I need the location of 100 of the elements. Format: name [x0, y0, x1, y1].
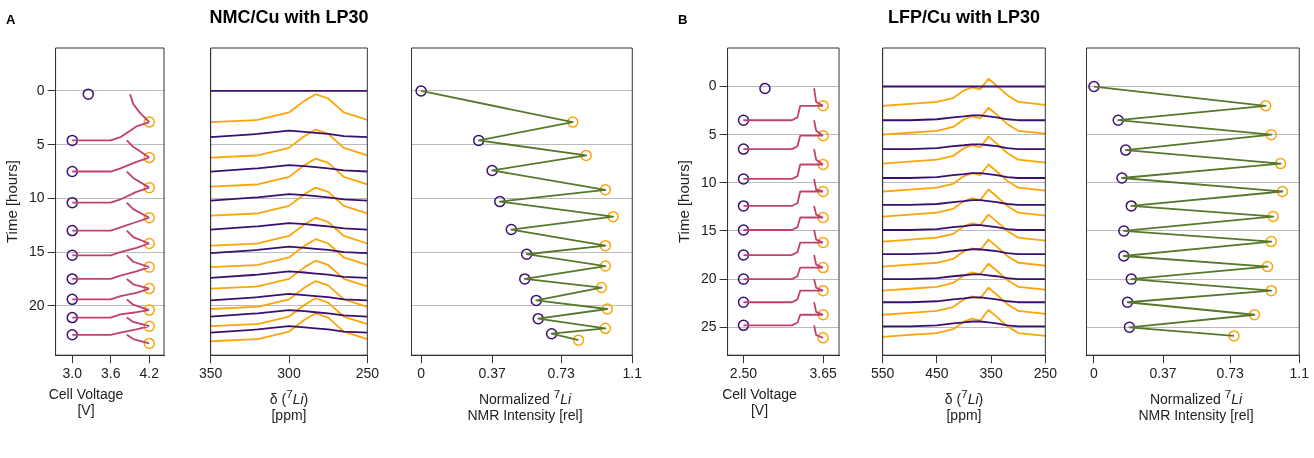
y-axis-title: Time [hours]	[675, 160, 693, 244]
point	[1123, 321, 1136, 334]
point	[472, 134, 485, 147]
point	[530, 294, 543, 307]
point	[817, 236, 829, 249]
point	[599, 260, 612, 272]
point	[143, 282, 155, 295]
point	[817, 261, 829, 274]
point	[143, 181, 155, 194]
point	[1274, 157, 1287, 170]
point	[1118, 225, 1130, 237]
point	[599, 239, 612, 252]
point	[1228, 330, 1240, 342]
point	[567, 116, 579, 128]
point	[599, 184, 612, 196]
chart-title: LFP/Cu with LP30	[887, 6, 1041, 29]
point	[599, 322, 612, 335]
point	[601, 303, 614, 315]
y-tick-label: 20	[700, 269, 717, 286]
point	[737, 249, 750, 261]
x-axis-title: Normalized $^{7}$Li NMR Intensity [rel]	[1137, 386, 1255, 423]
y-tick-label: 25	[700, 318, 717, 335]
chart-title: NMC/Cu with LP30	[208, 6, 370, 29]
point	[817, 332, 829, 344]
x-tick-label: 1.1	[1289, 365, 1310, 382]
point	[817, 100, 829, 112]
point	[759, 82, 771, 95]
point	[66, 311, 78, 324]
y-tick-label: 20	[28, 296, 45, 313]
point	[545, 327, 558, 340]
point	[817, 211, 829, 224]
point	[494, 195, 506, 208]
point	[1267, 210, 1279, 223]
x-tick-label: 0	[1090, 365, 1099, 382]
x-tick-label: 4.2	[139, 365, 160, 382]
point	[143, 337, 155, 350]
y-tick-label: 10	[28, 189, 45, 206]
point	[66, 329, 78, 341]
point	[1121, 296, 1134, 308]
x-tick-label: 350	[199, 365, 223, 382]
point	[143, 151, 155, 164]
x-tick-label: 250	[1033, 365, 1058, 382]
point	[1265, 235, 1278, 248]
point	[737, 173, 750, 185]
point	[737, 319, 750, 332]
point	[1119, 144, 1132, 156]
x-tick-label: 550	[871, 365, 895, 382]
point	[143, 116, 155, 128]
point	[66, 293, 78, 306]
point	[520, 248, 533, 260]
point	[143, 237, 155, 250]
text: A	[6, 12, 16, 27]
point	[66, 273, 78, 285]
point	[737, 273, 750, 285]
x-tick-label: 3.6	[101, 365, 121, 382]
x-axis-title: Normalized $^{7}$Li NMR Intensity [rel]	[466, 386, 584, 423]
y-tick-label: 0	[708, 77, 717, 94]
x-tick-label: 0.73	[1216, 365, 1245, 382]
point	[580, 149, 592, 162]
point	[66, 134, 78, 147]
y-tick-label: 5	[36, 135, 45, 152]
point	[1276, 185, 1289, 198]
point	[143, 261, 155, 273]
point	[737, 143, 750, 155]
point	[415, 85, 427, 97]
y-tick-label: 10	[700, 173, 717, 190]
y-axis-title: Time [hours]	[3, 160, 21, 244]
x-tick-label: 0.73	[547, 365, 576, 382]
point	[1248, 309, 1261, 321]
x-tick-label: 0.37	[1149, 365, 1177, 382]
x-axis-title: δ ($^{7}$Li) [ppm]	[268, 386, 310, 423]
point	[817, 309, 829, 321]
point	[607, 210, 619, 223]
point	[572, 334, 585, 346]
point	[737, 200, 750, 212]
point	[486, 164, 498, 177]
x-tick-label: 3.65	[809, 365, 837, 382]
y-tick-label: 15	[700, 221, 717, 238]
text: B	[678, 12, 688, 27]
y-tick-label: 15	[28, 242, 45, 259]
point	[143, 304, 155, 316]
x-axis-title: δ ($^{7}$Li) [ppm]	[943, 386, 985, 423]
point	[1118, 250, 1130, 262]
point	[817, 158, 829, 171]
point	[1116, 172, 1128, 184]
point	[817, 185, 829, 198]
point	[143, 320, 155, 332]
point	[505, 223, 518, 236]
point	[143, 211, 155, 224]
point	[1125, 273, 1138, 285]
y-tick-label: 5	[708, 125, 717, 142]
point	[66, 196, 78, 209]
point	[1125, 200, 1138, 212]
x-tick-label: 300	[277, 365, 301, 382]
x-tick-label: 0.37	[478, 365, 506, 382]
point	[1088, 80, 1100, 93]
point	[1261, 260, 1274, 273]
x-tick-label: 250	[355, 365, 380, 382]
point	[532, 312, 544, 325]
point	[82, 88, 95, 100]
